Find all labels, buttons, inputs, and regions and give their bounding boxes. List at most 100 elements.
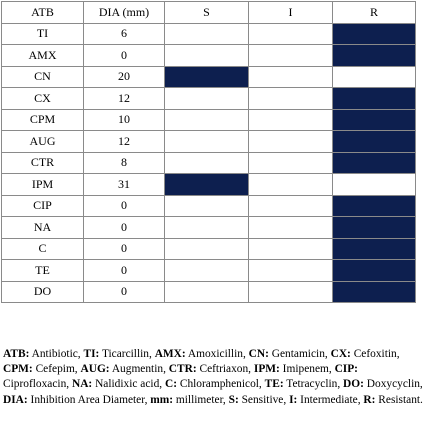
result-cell-i <box>248 130 333 153</box>
legend-abbr: R: <box>363 393 376 406</box>
result-cell-i <box>248 259 333 282</box>
legend-text: Resistant. <box>375 393 423 406</box>
legend-text: Inhibition Area Diameter, <box>27 393 151 406</box>
result-cell-r <box>332 216 416 239</box>
result-cell-r <box>332 108 416 131</box>
legend-text: Cefepim, <box>32 363 81 376</box>
legend-abbr: DO: <box>343 378 364 391</box>
result-cell-s <box>164 280 249 303</box>
result-cell-r <box>332 22 416 45</box>
table-row: AMX 0 <box>1 44 416 67</box>
legend-text: Doxycyclin, <box>363 378 423 391</box>
legend-text: Tetracyclin, <box>283 378 344 391</box>
legend-abbr: C: <box>164 378 177 391</box>
dia-cell: 12 <box>83 130 165 153</box>
result-cell-r <box>332 65 416 88</box>
antibiogram-table: ATB DIA (mm) S I R TI 6 AMX 0 CN 20 CX 12 CPM 10 A… <box>1 1 416 303</box>
legend-text: Antibiotic, <box>29 348 84 360</box>
result-cell-i <box>248 216 333 239</box>
atb-cell: AMX <box>1 44 84 67</box>
legend-abbr: AMX: <box>154 348 186 360</box>
result-cell-s <box>164 173 249 196</box>
legend-text: Gentamicin, <box>268 348 331 360</box>
dia-cell: 10 <box>83 108 165 131</box>
result-cell-r <box>332 259 416 282</box>
legend-abbr: I: <box>289 393 298 406</box>
result-cell-s <box>164 237 249 260</box>
atb-cell: NA <box>1 216 84 239</box>
dia-cell: 12 <box>83 87 165 110</box>
result-cell-s <box>164 65 249 88</box>
legend-abbr: IPM: <box>253 363 280 376</box>
dia-cell: 6 <box>83 22 165 45</box>
result-cell-i <box>248 151 333 174</box>
dia-cell: 0 <box>83 237 165 260</box>
result-cell-s <box>164 194 249 217</box>
result-cell-r <box>332 44 416 67</box>
table-row: IPM 31 <box>1 173 416 196</box>
result-cell-r <box>332 280 416 303</box>
legend-abbr: CPM: <box>3 363 33 376</box>
legend-text: Ticarcillin, <box>99 348 155 360</box>
atb-cell: C <box>1 237 84 260</box>
table-row: CTR 8 <box>1 151 416 174</box>
atb-cell: IPM <box>1 173 84 196</box>
dia-cell: 0 <box>83 194 165 217</box>
atb-cell: CPM <box>1 108 84 131</box>
result-cell-s <box>164 87 249 110</box>
legend-abbr: TI: <box>83 348 100 360</box>
table-body: TI 6 AMX 0 CN 20 CX 12 CPM 10 AUG 12 CTR 8 IPM 31 CIP 0 NA… <box>1 22 416 303</box>
result-cell-i <box>248 44 333 67</box>
header-row: ATB DIA (mm) S I R <box>1 1 416 24</box>
legend-text: Cefoxitin, <box>350 348 400 360</box>
header-s: S <box>164 1 249 24</box>
legend-text: Ciprofloxacin, <box>3 378 72 391</box>
legend-text: Amoxicillin, <box>185 348 249 360</box>
dia-cell: 20 <box>83 65 165 88</box>
result-cell-i <box>248 65 333 88</box>
header-i: I <box>248 1 333 24</box>
legend-abbr: mm: <box>150 393 174 406</box>
dia-cell: 0 <box>83 259 165 282</box>
legend-abbr: CIP: <box>334 363 358 376</box>
dia-cell: 0 <box>83 216 165 239</box>
legend-abbr: NA: <box>71 378 93 391</box>
legend-abbr: CTR: <box>168 363 197 376</box>
result-cell-i <box>248 237 333 260</box>
dia-cell: 31 <box>83 173 165 196</box>
legend-abbr: S: <box>228 393 239 406</box>
result-cell-r <box>332 173 416 196</box>
result-cell-s <box>164 216 249 239</box>
atb-cell: CIP <box>1 194 84 217</box>
result-cell-i <box>248 194 333 217</box>
legend-abbr: DIA: <box>3 393 28 406</box>
legend-abbr: TE: <box>264 378 284 391</box>
legend-text: Chloramphenicol, <box>177 378 265 391</box>
result-cell-s <box>164 130 249 153</box>
header-atb: ATB <box>1 1 84 24</box>
table-row: CPM 10 <box>1 108 416 131</box>
result-cell-i <box>248 173 333 196</box>
result-cell-s <box>164 151 249 174</box>
result-cell-s <box>164 108 249 131</box>
result-cell-i <box>248 280 333 303</box>
result-cell-i <box>248 22 333 45</box>
table-row: CN 20 <box>1 65 416 88</box>
table-row: CX 12 <box>1 87 416 110</box>
result-cell-s <box>164 259 249 282</box>
table-row: NA 0 <box>1 216 416 239</box>
dia-cell: 0 <box>83 44 165 67</box>
atb-cell: CTR <box>1 151 84 174</box>
atb-cell: CN <box>1 65 84 88</box>
legend-abbr: CX: <box>330 348 351 360</box>
legend-abbr: ATB: <box>3 348 30 360</box>
legend-text: Nalidixic acid, <box>92 378 165 391</box>
dia-cell: 0 <box>83 280 165 303</box>
atb-cell: DO <box>1 280 84 303</box>
result-cell-r <box>332 130 416 153</box>
atb-cell: TI <box>1 22 84 45</box>
table-row: CIP 0 <box>1 194 416 217</box>
result-cell-r <box>332 194 416 217</box>
legend-text: Imipenem, <box>279 363 335 376</box>
result-cell-r <box>332 151 416 174</box>
